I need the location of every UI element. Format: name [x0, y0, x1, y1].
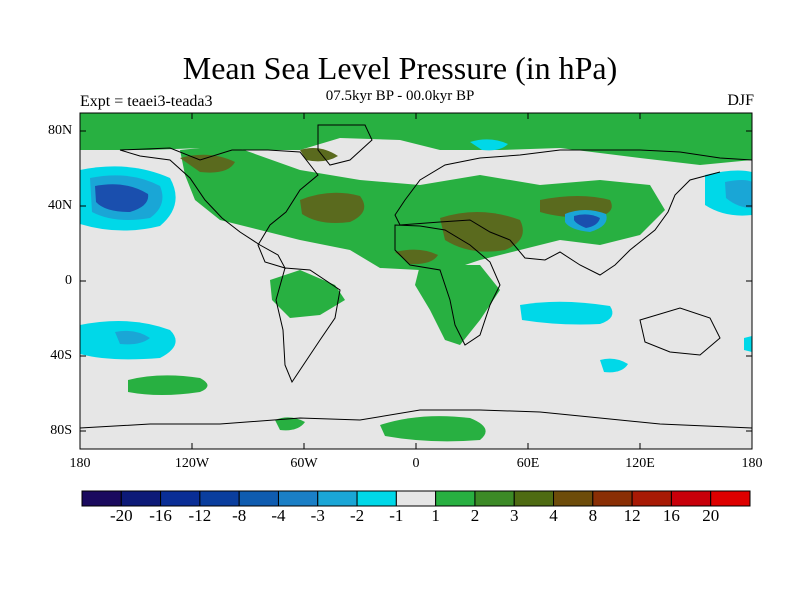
colorbar-swatch — [120, 490, 162, 507]
colorbar-label: 2 — [470, 506, 480, 525]
colorbar-label: -12 — [188, 506, 212, 525]
colorbar-label: -16 — [149, 506, 172, 525]
colorbar-label: 4 — [549, 506, 558, 525]
negative-anomaly-region — [744, 336, 752, 352]
colorbar-swatch — [553, 490, 594, 507]
colorbar-label: 16 — [662, 506, 680, 525]
y-tick-label: 40N — [48, 198, 73, 213]
positive-anomaly-region — [270, 270, 345, 318]
positive-anomaly-region — [415, 265, 500, 345]
colorbar-label: -8 — [232, 506, 247, 525]
negative-anomaly-region — [574, 214, 600, 228]
y-tick-label: 40S — [50, 348, 72, 363]
negative-anomaly-region — [725, 180, 752, 208]
colorbar-swatch — [435, 490, 476, 507]
negative-anomaly-region — [470, 139, 508, 151]
colorbar-swatch — [670, 490, 712, 507]
x-tick-label: 120W — [174, 456, 210, 471]
colorbar-label: 1 — [431, 506, 440, 525]
strong-positive-anomaly-region — [300, 192, 365, 223]
colorbar — [81, 490, 751, 507]
colorbar-swatch — [631, 490, 672, 507]
season-label: DJF — [727, 92, 754, 109]
colorbar-label: -20 — [109, 506, 133, 525]
colorbar-label: 3 — [509, 506, 519, 525]
colorbar-swatch — [592, 490, 633, 507]
colorbar-swatch — [356, 490, 397, 507]
strong-positive-anomaly-region — [440, 211, 523, 252]
colorbar-label: -4 — [271, 506, 286, 525]
y-tick-label: 80N — [48, 123, 73, 138]
y-tick-label: 80S — [50, 423, 72, 438]
chart-title: Mean Sea Level Pressure (in hPa) — [182, 50, 618, 86]
y-tick-label: 0 — [65, 273, 72, 288]
positive-anomaly-region — [180, 145, 665, 270]
colorbar-swatch — [395, 490, 437, 507]
colorbar-swatch — [513, 490, 555, 507]
colorbar-label: -1 — [389, 506, 404, 525]
colorbar-label: 8 — [588, 506, 598, 525]
x-tick-label: 120E — [625, 456, 655, 471]
negative-anomaly-region — [520, 301, 613, 325]
colorbar-label: 12 — [623, 506, 641, 525]
chart-subtitle: 07.5kyr BP - 00.0kyr BP — [325, 88, 475, 104]
x-tick-label: 60W — [290, 456, 318, 471]
coastlines — [80, 124, 752, 429]
colorbar-label: -2 — [349, 506, 365, 525]
x-tick-label: 180 — [69, 456, 91, 471]
axis-ticks — [79, 113, 753, 449]
colorbar-swatch — [474, 490, 515, 507]
colorbar-swatch — [710, 490, 751, 507]
x-tick-label: 60E — [516, 456, 540, 471]
positive-anomaly-region — [128, 375, 208, 395]
colorbar-swatch — [238, 490, 279, 507]
strong-positive-anomaly-region — [180, 154, 235, 173]
x-tick-label: 0 — [412, 456, 420, 471]
colorbar-label: -3 — [310, 506, 325, 525]
positive-anomaly-region — [275, 417, 305, 431]
strong-positive-anomaly-region — [300, 148, 338, 162]
colorbar-swatch — [277, 490, 319, 507]
colorbar-swatch — [160, 490, 201, 507]
colorbar-swatch — [199, 490, 240, 507]
negative-anomaly-region — [115, 330, 150, 345]
positive-anomaly-region — [80, 113, 752, 165]
x-tick-label: 180 — [741, 456, 763, 471]
colorbar-label: 20 — [702, 506, 720, 525]
experiment-label: Expt = teaei3-teada3 — [80, 93, 213, 110]
map-field — [80, 113, 752, 449]
negative-anomaly-region — [600, 358, 628, 373]
negative-anomaly-region — [95, 184, 149, 212]
colorbar-swatch — [81, 490, 122, 507]
positive-anomaly-region — [380, 416, 486, 442]
colorbar-swatch — [317, 490, 358, 507]
